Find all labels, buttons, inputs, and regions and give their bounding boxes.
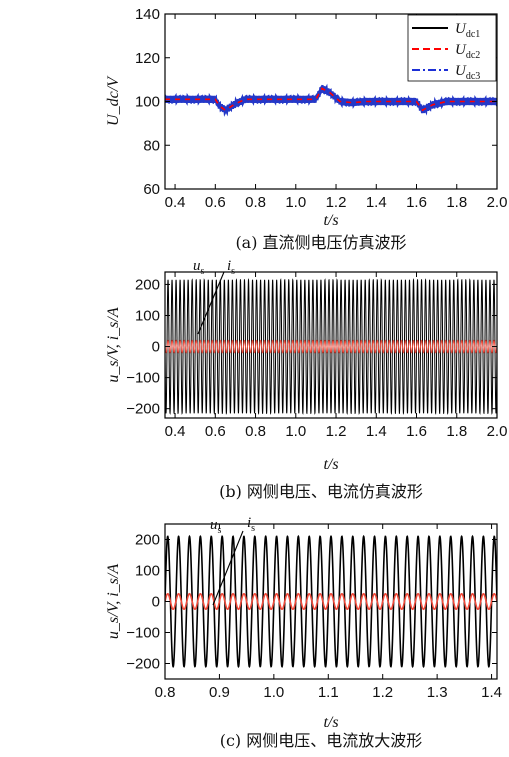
plot-area (165, 534, 497, 669)
plot-area (165, 278, 497, 415)
x-tick-label: 1.2 (372, 684, 393, 701)
y-tick-label: 0 (152, 339, 160, 356)
annotation-pointer (197, 271, 225, 335)
y-tick-label: 100 (135, 307, 160, 324)
annotation-is: is (227, 258, 235, 277)
x-axis-label: t/s (323, 212, 338, 229)
y-tick-label: −200 (126, 656, 160, 673)
y-tick-label: 80 (143, 137, 160, 154)
y-tick-label: −100 (126, 625, 160, 642)
x-axis-label: t/s (323, 714, 338, 731)
annotation-is-main: i (247, 515, 251, 531)
legend-label-U_dc2: Udc2 (455, 42, 480, 61)
series-line-i_s (165, 592, 497, 611)
x-tick-label: 1.8 (446, 194, 467, 211)
chart-caption: (b) 网侧电压、电流仿真波形 (219, 482, 423, 501)
annotation-us-sub: s (218, 525, 222, 536)
x-tick-label: 1.1 (318, 684, 339, 701)
legend-label-U_dc2-main: U (455, 42, 467, 58)
annotation-us: us (210, 517, 222, 536)
x-tick-label: 1.6 (406, 194, 427, 211)
legend-label-U_dc1-sub: dc1 (466, 29, 480, 40)
x-tick-label: 1.2 (326, 194, 347, 211)
y-axis-label: U_dc/V (105, 75, 122, 126)
chart-caption: (a) 直流侧电压仿真波形 (235, 233, 406, 252)
y-tick-label: 200 (135, 276, 160, 293)
y-tick-label: 100 (135, 563, 160, 580)
y-tick-label: −100 (126, 370, 160, 387)
annotation-pointer (212, 530, 244, 606)
chart-c: 0.8 0.9 1.0 1.1 1.2 1.3 1.4 200 100 0 −100 −200 t/s u… (105, 515, 502, 750)
legend-label-U_dc1-main: U (455, 21, 467, 37)
annotation-is: is (247, 515, 255, 534)
x-tick-label: 0.4 (165, 194, 186, 211)
annotation-is-sub: s (251, 523, 255, 534)
y-axis-label: u_s/V, i_s/A (105, 307, 122, 383)
x-tick-label: 1.4 (366, 194, 387, 211)
x-tick-label: 0.6 (205, 194, 226, 211)
annotation-is-main: i (227, 258, 231, 274)
x-tick-label: 0.8 (245, 423, 266, 440)
annotation-us: us (193, 258, 205, 277)
annotation-us-sub: s (201, 266, 205, 277)
y-tick-label: 120 (135, 50, 160, 67)
legend-label-U_dc3: Udc3 (455, 63, 480, 82)
series-line-i_s (165, 339, 497, 354)
x-tick-label: 1.6 (406, 423, 427, 440)
x-tick-label: 1.0 (285, 194, 306, 211)
y-tick-label: 100 (135, 94, 160, 111)
plot-area (165, 83, 497, 117)
x-tick-label: 0.6 (205, 423, 226, 440)
series-line-u_s (165, 534, 497, 669)
annotation-us-main: u (210, 517, 218, 533)
x-tick-label: 1.0 (263, 684, 284, 701)
x-tick-label: 1.2 (326, 423, 347, 440)
y-axis-label: u_s/V, i_s/A (105, 564, 122, 640)
series-ripple-U_dc3 (165, 83, 497, 117)
legend-label-U_dc1: Udc1 (455, 21, 480, 40)
x-tick-label: 1.0 (285, 423, 306, 440)
x-tick-label: 1.3 (427, 684, 448, 701)
annotation-is-sub: s (231, 266, 235, 277)
x-tick-label: 0.4 (165, 423, 186, 440)
legend-label-U_dc3-main: U (455, 63, 467, 79)
legend-box (407, 14, 497, 82)
y-tick-label: 0 (152, 594, 160, 611)
y-tick-label: 140 (135, 6, 160, 23)
legend-label-U_dc2-sub: dc2 (466, 50, 480, 61)
x-tick-label: 2.0 (487, 194, 508, 211)
annotation-us-main: u (193, 258, 201, 274)
y-tick-label: 200 (135, 532, 160, 549)
legend-label-U_dc3-sub: dc3 (466, 71, 480, 82)
x-tick-label: 0.8 (245, 194, 266, 211)
x-tick-label: 1.8 (446, 423, 467, 440)
x-tick-label: 1.4 (481, 684, 502, 701)
y-tick-label: 60 (143, 181, 160, 198)
series-overlay-U_dc2 (165, 87, 497, 112)
x-tick-label: 1.4 (366, 423, 387, 440)
annotations: us is (210, 515, 255, 606)
axes-frame (164, 271, 498, 419)
annotations: us is (193, 258, 235, 335)
chart-b: 0.4 0.6 0.8 1.0 1.2 1.4 1.6 1.8 2.0 200 100 0 −100 −2… (105, 258, 507, 501)
x-tick-label: 0.9 (209, 684, 230, 701)
x-tick-label: 2.0 (487, 423, 508, 440)
y-tick-label: −200 (126, 401, 160, 418)
chart-a: 0.4 0.6 0.8 1.0 1.2 1.4 1.6 1.8 2.0 60 80 100 120 140… (105, 6, 507, 252)
chart-caption: (c) 网侧电压、电流放大波形 (220, 731, 423, 750)
x-axis-label: t/s (323, 456, 338, 473)
x-tick-label: 0.8 (155, 684, 176, 701)
